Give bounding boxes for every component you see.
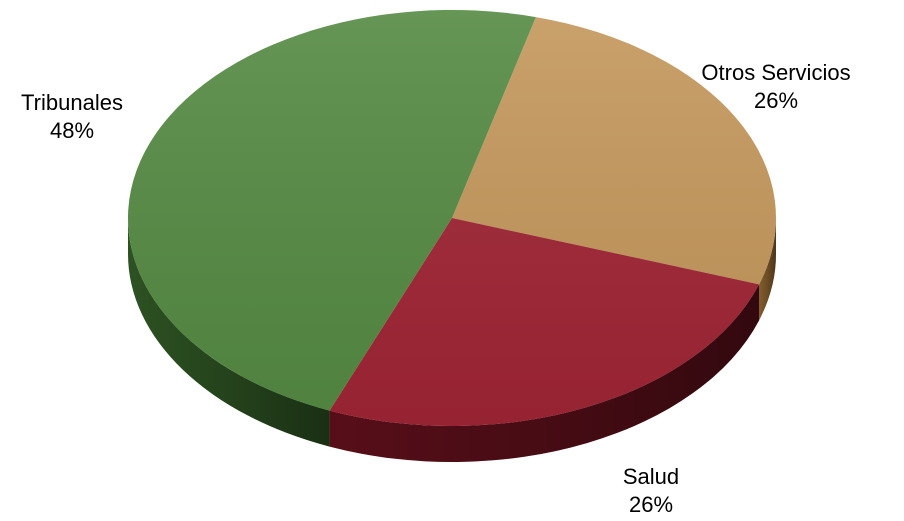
pie-slice-side-shade (128, 218, 330, 447)
slice-label: Salud (623, 464, 679, 489)
slice-label: Otros Servicios (701, 60, 850, 85)
pie-slice-side-shade (759, 218, 777, 321)
slice-value-label: 26% (754, 88, 798, 113)
slice-value-label: 26% (629, 492, 673, 517)
pie-top-gloss (128, 10, 776, 426)
pie-slice-side-shade (329, 284, 760, 462)
slice-label: Tribunales (21, 90, 123, 115)
slice-value-label: 48% (50, 118, 94, 143)
